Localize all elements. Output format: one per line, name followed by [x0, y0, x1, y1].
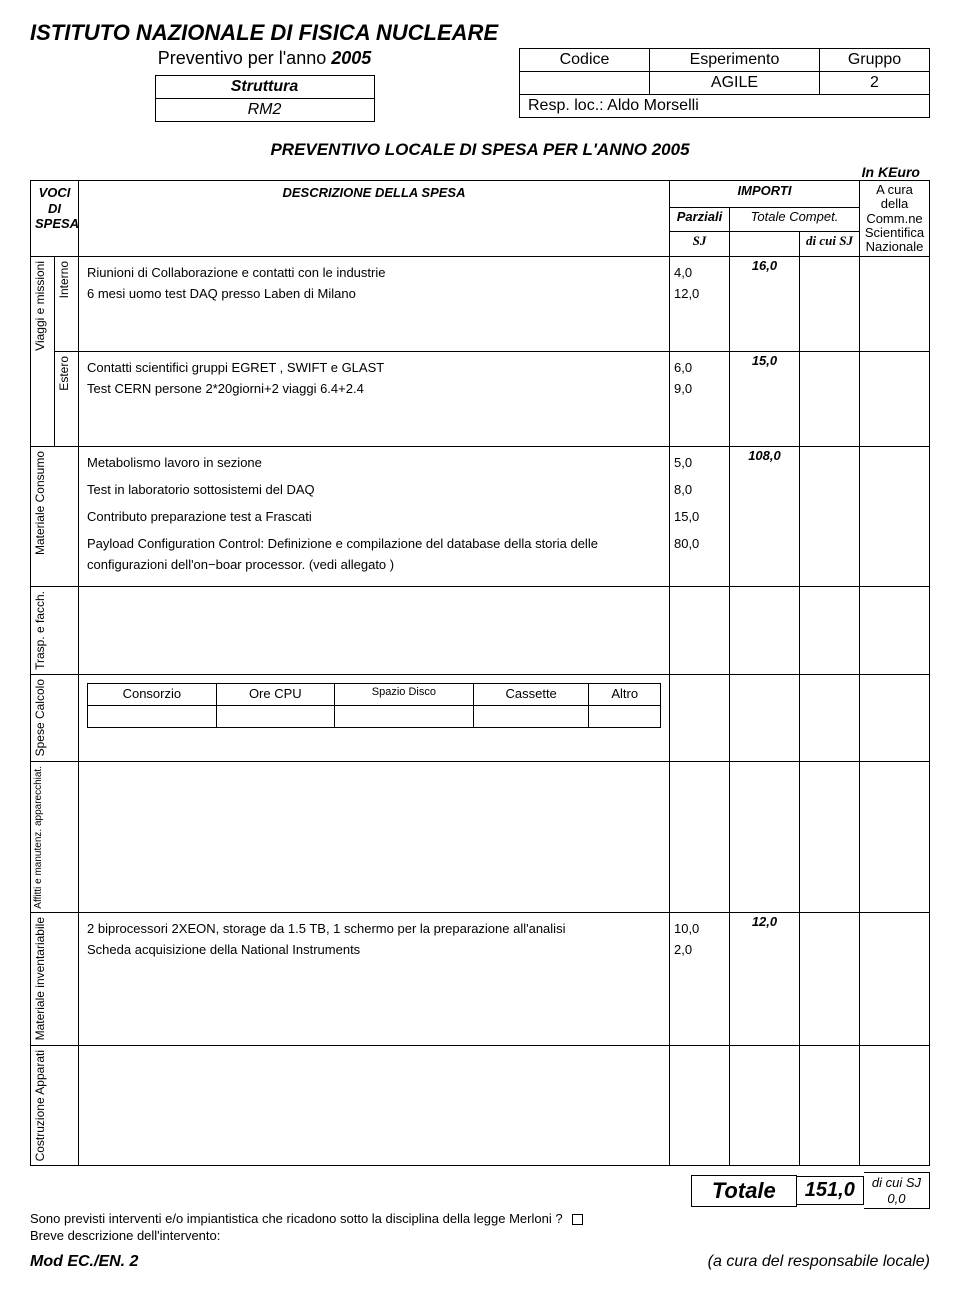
side-consumo: Materiale Consumo	[31, 447, 79, 587]
invent-parz: 10,0 2,0	[669, 913, 729, 1045]
interno-desc: Riunioni di Collaborazione e contatti co…	[79, 257, 670, 352]
side-viaggi: Viaggi e missioni	[31, 257, 55, 447]
merloni-checkbox[interactable]	[572, 1214, 583, 1225]
estero-desc: Contatti scientifici gruppi EGRET , SWIF…	[79, 352, 670, 447]
hdr-importi: IMPORTI	[669, 181, 859, 208]
hdr-voci: VOCIDISPESA	[31, 181, 79, 257]
consumo-parz: 5,0 8,0 15,0 80,0	[669, 447, 729, 587]
calcolo-inner: Consorzio Ore CPU Spazio Disco Cassette …	[79, 675, 670, 761]
side-affitti: Affitti e manutenz. apparecchiat.	[31, 761, 79, 913]
totale-value: 151,0	[797, 1176, 864, 1205]
hdr-descrizione: DESCRIZIONE DELLA SPESA	[79, 181, 670, 257]
totale-sj: di cui SJ 0,0	[864, 1172, 930, 1209]
footer-total-row: Totale 151,0 di cui SJ 0,0	[30, 1172, 930, 1209]
main-budget-table: VOCIDISPESA DESCRIZIONE DELLA SPESA IMPO…	[30, 180, 930, 1166]
invent-desc: 2 biprocessori 2XEON, storage da 1.5 TB,…	[79, 913, 670, 1045]
breve-line: Breve descrizione dell'intervento:	[30, 1228, 930, 1243]
side-interno: Interno	[55, 257, 79, 352]
side-trasp: Trasp. e facch.	[31, 587, 79, 675]
side-inventariabile: Materiale inventariabile	[31, 913, 79, 1045]
interno-total: 16,0	[729, 257, 799, 352]
struttura-box: Struttura RM2	[155, 75, 375, 122]
side-calcolo: Spese Calcolo	[31, 675, 79, 761]
side-estero: Estero	[55, 352, 79, 447]
estero-parz: 6,0 9,0	[669, 352, 729, 447]
institute-title: ISTITUTO NAZIONALE DI FISICA NUCLEARE	[30, 20, 930, 46]
resp-loc: Resp. loc.: Aldo Morselli	[520, 95, 930, 118]
side-costruzione: Costruzione Apparati	[31, 1045, 79, 1165]
section-title: PREVENTIVO LOCALE DI SPESA PER L'ANNO 20…	[30, 140, 930, 160]
totale-label: Totale	[691, 1175, 797, 1207]
cura-label: (a cura del responsabile locale)	[708, 1253, 930, 1271]
footer-bottom: Mod EC./EN. 2 (a cura del responsabile l…	[30, 1253, 930, 1271]
invent-total: 12,0	[729, 913, 799, 1045]
mod-label: Mod EC./EN. 2	[30, 1253, 138, 1271]
page-header: ISTITUTO NAZIONALE DI FISICA NUCLEARE Pr…	[30, 20, 930, 122]
hdr-note: A cura della Comm.ne Scientifica Naziona…	[860, 181, 930, 257]
merloni-line: Sono previsti interventi e/o impiantisti…	[30, 1211, 930, 1226]
consumo-total: 108,0	[729, 447, 799, 587]
consumo-desc: Metabolismo lavoro in sezione Test in la…	[79, 447, 670, 587]
estero-total: 15,0	[729, 352, 799, 447]
preventivo-line: Preventivo per l'anno 2005	[30, 48, 499, 69]
interno-parz: 4,0 12,0	[669, 257, 729, 352]
keuro-label: In KEuro	[30, 164, 920, 180]
exp-table: Codice Esperimento Gruppo AGILE 2 Resp. …	[519, 48, 930, 118]
